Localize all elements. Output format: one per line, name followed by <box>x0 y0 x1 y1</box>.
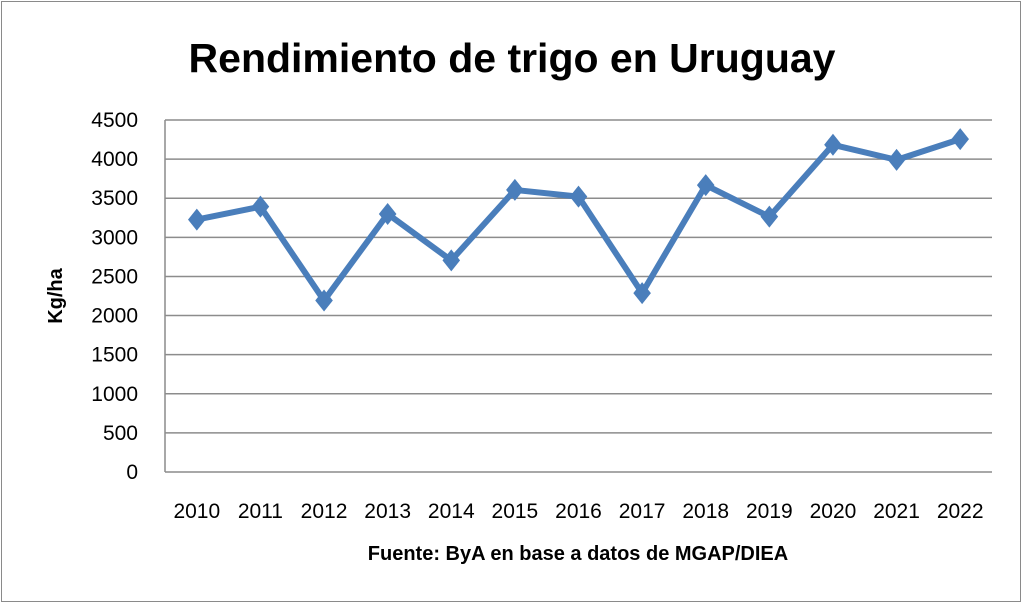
data-point-marker <box>824 133 842 156</box>
x-tick-label: 2020 <box>810 500 857 523</box>
data-point-marker <box>442 249 461 272</box>
y-tick-labels: 0 500 1000 1500 2000 2500 3000 3500 4000 4500 <box>91 109 138 484</box>
y-tick-label: 0 <box>126 461 138 484</box>
x-tick-label: 2012 <box>301 500 348 523</box>
y-tick-label: 1000 <box>91 383 138 406</box>
data-point-marker <box>315 289 333 312</box>
data-point-marker <box>569 185 588 208</box>
x-tick-label: 2010 <box>173 500 220 523</box>
data-point-marker <box>378 202 397 225</box>
x-tick-label: 2014 <box>428 500 475 523</box>
x-tick-label: 2011 <box>238 500 283 523</box>
data-point-marker <box>188 208 206 231</box>
y-tick-label: 1500 <box>91 344 138 367</box>
data-point-marker <box>506 178 524 201</box>
data-point-marker <box>760 205 779 228</box>
x-tick-label: 2019 <box>746 500 793 523</box>
x-axis-label: Fuente: ByA en base a datos de MGAP/DIEA <box>368 543 788 565</box>
x-tick-label: 2013 <box>364 500 411 523</box>
gridlines <box>164 119 992 473</box>
data-point-marker <box>696 174 715 197</box>
y-tick-label: 4500 <box>91 109 138 132</box>
x-tick-label: 2015 <box>492 500 539 523</box>
y-tick-label: 3000 <box>91 226 138 249</box>
data-point-marker <box>951 128 969 151</box>
x-tick-label: 2021 <box>873 500 920 523</box>
series-rendimiento <box>188 128 969 312</box>
y-tick-label: 3500 <box>91 187 138 210</box>
y-tick-label: 2500 <box>91 265 138 288</box>
chart-title: Rendimiento de trigo en Uruguay <box>189 35 836 81</box>
data-point-marker <box>633 282 651 305</box>
x-tick-label: 2016 <box>555 500 602 523</box>
x-tick-label: 2018 <box>682 500 729 523</box>
data-point-marker <box>887 148 906 171</box>
x-tick-label: 2017 <box>619 500 666 523</box>
y-axis-label: Kg/ha <box>45 267 67 323</box>
y-tick-label: 2000 <box>91 305 138 328</box>
x-tick-labels: 2010 2011 2012 2013 2014 2015 2016 2017 2018 2019… <box>173 500 983 523</box>
y-tick-label: 500 <box>103 422 138 445</box>
data-point-marker <box>251 195 270 218</box>
y-tick-label: 4000 <box>91 148 138 171</box>
x-tick-label: 2022 <box>937 500 984 523</box>
